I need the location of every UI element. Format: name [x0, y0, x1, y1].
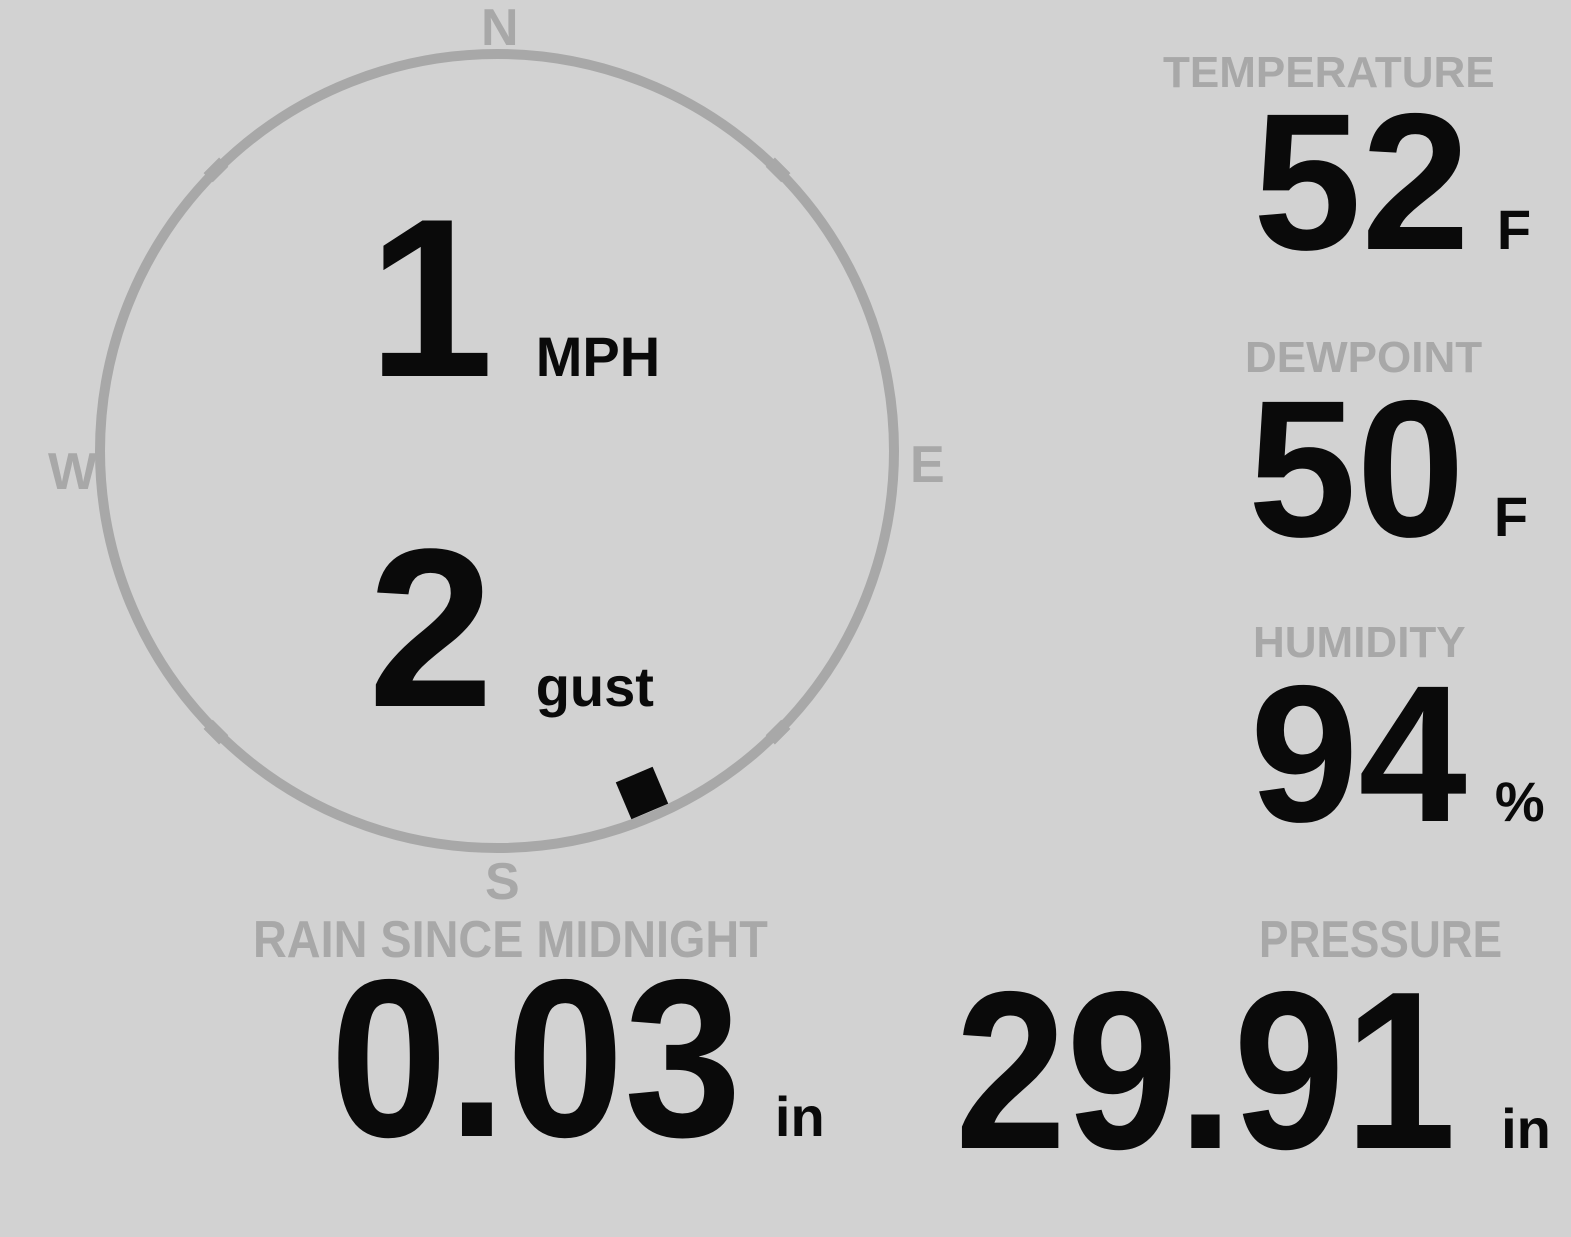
compass-label-west: W [48, 443, 98, 501]
wind-speed-unit: MPH [535, 325, 661, 388]
compass-label-east: E [910, 436, 945, 494]
wind-gust-readout: 2 gust [368, 515, 654, 741]
rain-since-midnight-value: 0.03 [330, 932, 742, 1184]
humidity-unit: % [1494, 770, 1545, 833]
compass-circle-icon [95, 49, 899, 853]
humidity-value: 94 [1250, 645, 1467, 863]
temperature-readout: 52 F [1253, 85, 1531, 280]
humidity-readout: 94 % [1250, 657, 1545, 852]
pressure-unit: in [1501, 1097, 1551, 1160]
dewpoint-label: DEWPOINT [1245, 333, 1483, 382]
wind-gust-unit: gust [535, 655, 654, 718]
rain-since-midnight-label: RAIN SINCE MIDNIGHT [253, 911, 768, 969]
compass-label-south: S [485, 853, 520, 911]
compass-diagonal-ticks-icon [203, 157, 791, 745]
pressure-label: PRESSURE [1259, 911, 1503, 969]
wind-speed-value: 1 [368, 171, 494, 424]
rain-since-midnight-readout: 0.03 in [330, 946, 825, 1171]
dewpoint-value: 50 [1248, 360, 1465, 578]
temperature-unit: F [1496, 198, 1532, 261]
dewpoint-readout: 50 F [1248, 372, 1528, 567]
rain-since-midnight-unit: in [774, 1085, 825, 1148]
wind-gust-value: 2 [368, 501, 494, 754]
dewpoint-unit: F [1493, 485, 1529, 548]
wind-speed-readout: 1 MPH [368, 185, 660, 411]
pressure-readout: 29.91 in [955, 958, 1551, 1183]
humidity-label: HUMIDITY [1253, 618, 1466, 667]
compass-label-north: N [481, 0, 519, 57]
temperature-label: TEMPERATURE [1163, 48, 1495, 97]
temperature-value: 52 [1253, 73, 1470, 291]
pressure-value: 29.91 [955, 944, 1457, 1196]
